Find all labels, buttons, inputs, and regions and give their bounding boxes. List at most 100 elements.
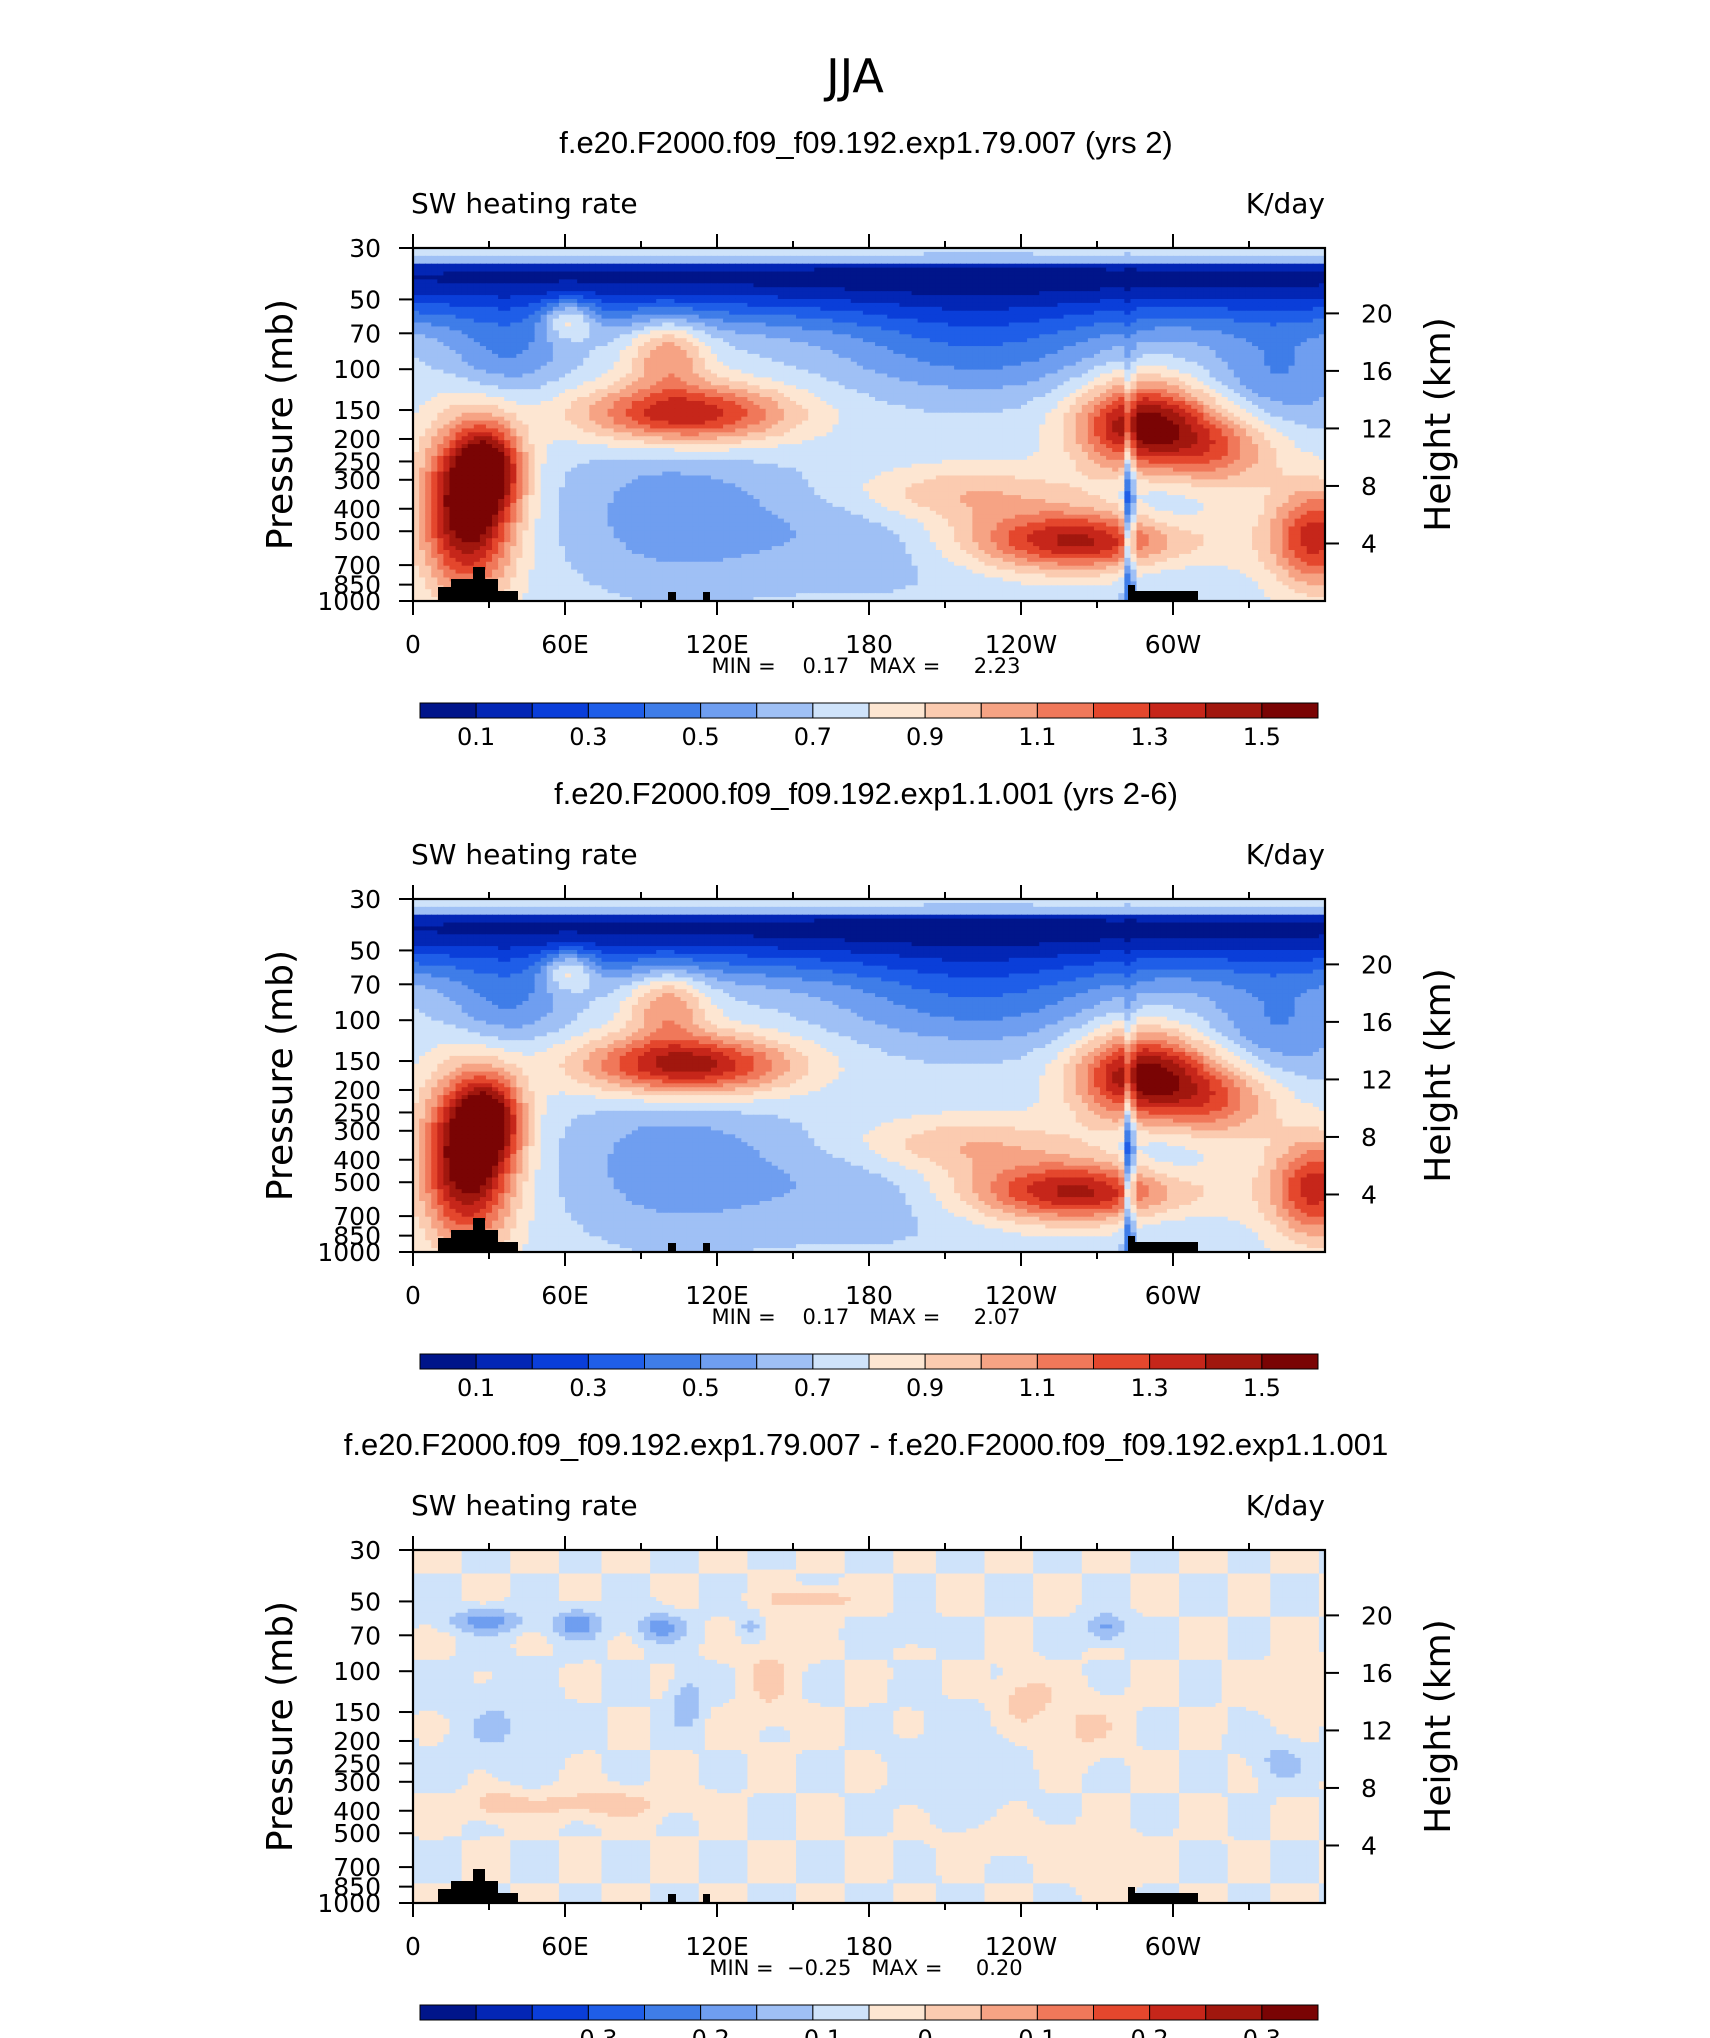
- field-cell: [1228, 291, 1235, 296]
- field-cell: [1045, 323, 1052, 328]
- field-cell: [620, 275, 627, 280]
- field-cell: [1276, 346, 1283, 351]
- field-cell: [845, 323, 852, 328]
- field-cell: [425, 366, 432, 371]
- field-cell: [905, 366, 912, 371]
- field-cell: [802, 291, 809, 296]
- field-cell: [674, 370, 681, 375]
- field-cell: [668, 311, 675, 316]
- field-cell: [668, 256, 675, 261]
- field-cell: [1106, 272, 1113, 277]
- field-cell: [1258, 252, 1265, 257]
- field-cell: [814, 252, 821, 257]
- field-cell: [814, 264, 821, 269]
- field-cell: [1185, 295, 1192, 300]
- field-cell: [991, 315, 998, 320]
- field-cell: [985, 338, 992, 343]
- field-cell: [1167, 350, 1174, 355]
- field-cell: [565, 358, 572, 363]
- field-cell: [559, 334, 566, 339]
- field-cell: [1270, 330, 1277, 335]
- field-cell: [802, 350, 809, 355]
- field-cell: [711, 374, 718, 379]
- field-cell: [790, 307, 797, 312]
- field-cell: [668, 350, 675, 355]
- field-cell: [997, 362, 1004, 367]
- field-cell: [1045, 252, 1052, 257]
- field-cell: [1295, 358, 1302, 363]
- field-cell: [510, 338, 517, 343]
- field-cell: [553, 283, 560, 288]
- field-cell: [650, 377, 657, 382]
- field-cell: [1264, 307, 1271, 312]
- field-cell: [681, 264, 688, 269]
- field-cell: [1282, 279, 1289, 284]
- field-cell: [693, 315, 700, 320]
- field-cell: [1276, 252, 1283, 257]
- field-cell: [1161, 315, 1168, 320]
- field-cell: [857, 283, 864, 288]
- field-cell: [559, 272, 566, 277]
- field-cell: [480, 295, 487, 300]
- field-cell: [899, 283, 906, 288]
- field-cell: [662, 330, 669, 335]
- field-cell: [833, 334, 840, 339]
- field-cell: [650, 338, 657, 343]
- field-cell: [912, 287, 919, 292]
- field-cell: [1282, 370, 1289, 375]
- field-cell: [595, 358, 602, 363]
- field-cell: [1258, 307, 1265, 312]
- field-cell: [443, 323, 450, 328]
- field-cell: [1021, 370, 1028, 375]
- field-cell: [1033, 366, 1040, 371]
- field-cell: [662, 338, 669, 343]
- field-cell: [1070, 366, 1077, 371]
- field-cell: [1045, 358, 1052, 363]
- field-cell: [833, 252, 840, 257]
- field-cell: [826, 287, 833, 292]
- field-cell: [960, 326, 967, 331]
- field-cell: [541, 326, 548, 331]
- field-cell: [1234, 374, 1241, 379]
- field-cell: [875, 350, 882, 355]
- field-cell: [978, 311, 985, 316]
- field-cell: [504, 291, 511, 296]
- field-cell: [535, 319, 542, 324]
- field-cell: [772, 307, 779, 312]
- field-cell: [650, 374, 657, 379]
- field-cell: [1045, 275, 1052, 280]
- field-cell: [942, 350, 949, 355]
- field-cell: [1173, 287, 1180, 292]
- field-cell: [760, 275, 767, 280]
- field-cell: [589, 338, 596, 343]
- field-cell: [595, 295, 602, 300]
- field-cell: [833, 350, 840, 355]
- field-cell: [930, 287, 937, 292]
- field-cell: [772, 260, 779, 265]
- field-cell: [583, 287, 590, 292]
- field-cell: [1222, 252, 1229, 257]
- field-cell: [486, 377, 493, 382]
- field-cell: [1039, 319, 1046, 324]
- field-cell: [814, 291, 821, 296]
- field-cell: [699, 330, 706, 335]
- field-cell: [595, 287, 602, 292]
- field-cell: [905, 303, 912, 308]
- field-cell: [869, 330, 876, 335]
- field-cell: [522, 326, 529, 331]
- field-cell: [991, 330, 998, 335]
- field-cell: [1143, 275, 1150, 280]
- field-cell: [1240, 346, 1247, 351]
- field-cell: [1106, 330, 1113, 335]
- field-cell: [1149, 326, 1156, 331]
- field-cell: [893, 330, 900, 335]
- field-cell: [595, 256, 602, 261]
- field-cell: [705, 287, 712, 292]
- field-cell: [1282, 366, 1289, 371]
- field-cell: [1045, 338, 1052, 343]
- field-cell: [1246, 346, 1253, 351]
- field-cell: [1009, 346, 1016, 351]
- field-cell: [1076, 366, 1083, 371]
- field-cell: [1295, 346, 1302, 351]
- field-cell: [1301, 307, 1308, 312]
